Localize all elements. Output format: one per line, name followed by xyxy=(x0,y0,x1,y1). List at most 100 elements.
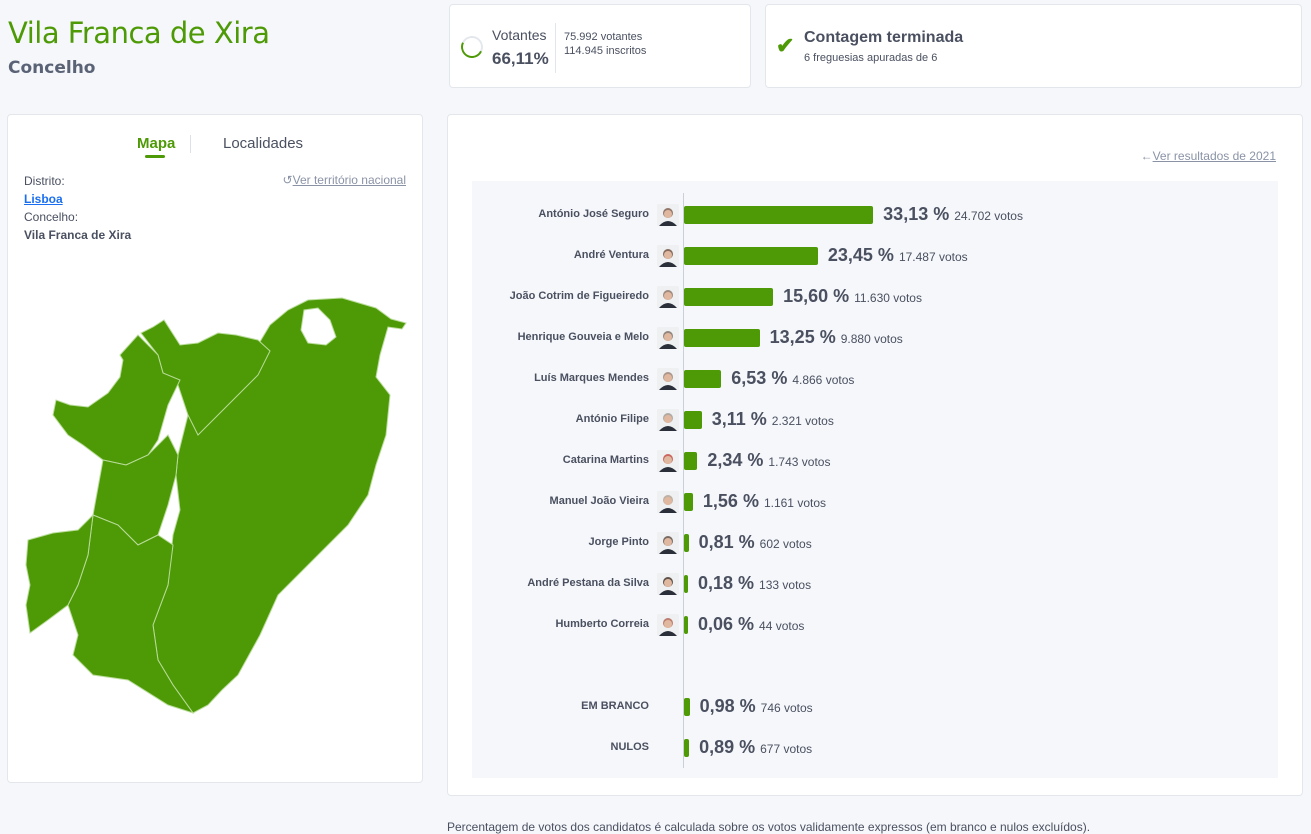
result-value: 33,13 % 24.702 votos xyxy=(883,204,1023,225)
page-subtitle: Concelho xyxy=(8,58,96,78)
registered-count: 114.945 inscritos xyxy=(564,45,647,57)
result-percent: 0,98 % xyxy=(699,696,756,716)
map-parish[interactable] xyxy=(25,513,94,634)
result-bar xyxy=(684,411,702,429)
candidate-name: Manuel João Vieira xyxy=(549,495,649,507)
candidate-name: Luís Marques Mendes xyxy=(534,372,649,384)
previous-results-link[interactable]: ←Ver resultados de 2021 xyxy=(1141,149,1276,163)
result-percent: 33,13 % xyxy=(883,204,950,224)
result-votes: 1.161 votos xyxy=(763,496,826,510)
result-value: 13,25 % 9.880 votos xyxy=(770,327,903,348)
result-value: 0,18 % 133 votos xyxy=(698,573,811,594)
result-percent: 0,81 % xyxy=(698,532,755,552)
candidate-name: Catarina Martins xyxy=(562,454,649,466)
national-territory-link[interactable]: ↺Ver território nacional xyxy=(283,173,406,187)
result-percent: 3,11 % xyxy=(711,409,767,429)
result-votes: 2.321 votos xyxy=(771,414,834,428)
candidate-name: António Filipe xyxy=(575,413,649,425)
result-votes: 9.880 votos xyxy=(840,332,903,346)
district-link[interactable]: Lisboa xyxy=(24,192,63,206)
tab-active-indicator xyxy=(145,155,165,158)
undo-icon: ↺ xyxy=(282,173,293,187)
map-parish[interactable] xyxy=(52,334,181,466)
result-percent: 23,45 % xyxy=(827,245,894,265)
result-bar xyxy=(684,370,722,388)
result-bar xyxy=(684,329,760,347)
result-percent: 13,25 % xyxy=(769,327,836,347)
candidate-photo xyxy=(657,614,679,636)
voters-count: 75.992 votantes xyxy=(564,31,643,43)
result-bar xyxy=(684,247,818,265)
result-value: 15,60 % 11.630 votos xyxy=(783,286,922,307)
page-title: Vila Franca de Xira xyxy=(8,16,270,50)
candidate-name: João Cotrim de Figueiredo xyxy=(509,290,649,302)
count-status-card: ✔ Contagem terminada 6 freguesias apurad… xyxy=(765,4,1302,88)
result-bar xyxy=(684,575,688,593)
candidate-photo xyxy=(657,327,679,349)
result-bar xyxy=(684,698,690,716)
result-bar xyxy=(684,452,698,470)
result-value: 0,89 % 677 votos xyxy=(699,737,812,758)
candidate-name: NULOS xyxy=(610,741,650,753)
candidate-name: Humberto Correia xyxy=(555,618,649,630)
candidate-photo xyxy=(657,368,679,390)
result-votes: 4.866 votos xyxy=(792,373,855,387)
result-votes: 44 votos xyxy=(759,619,805,633)
result-bar xyxy=(684,288,774,306)
national-territory-link-text[interactable]: Ver território nacional xyxy=(292,173,406,187)
footnote: Percentagem de votos dos candidatos é ca… xyxy=(447,820,1091,834)
chart-axis-line xyxy=(683,193,684,768)
turnout-card: Votantes 66,11% 75.992 votantes 114.945 … xyxy=(449,4,751,88)
municipality-name: Vila Franca de Xira xyxy=(24,228,132,242)
results-chart: António José Seguro 33,13 % 24.702 votos An… xyxy=(472,181,1278,778)
candidate-photo xyxy=(657,245,679,267)
tab-localidades[interactable]: Localidades xyxy=(223,135,304,152)
candidate-photo xyxy=(657,450,679,472)
result-votes: 746 votos xyxy=(760,701,813,715)
result-value: 0,98 % 746 votos xyxy=(700,696,813,717)
municipality-map[interactable] xyxy=(8,115,424,784)
tab-divider xyxy=(190,135,191,153)
result-bar xyxy=(684,493,693,511)
result-percent: 6,53 % xyxy=(731,368,788,388)
result-value: 0,81 % 602 votos xyxy=(699,532,812,553)
result-value: 23,45 % 17.487 votos xyxy=(828,245,968,266)
municipality-label: Concelho: xyxy=(24,210,79,224)
result-votes: 1.743 votos xyxy=(768,455,831,469)
result-votes: 133 votos xyxy=(759,578,812,592)
candidate-photo xyxy=(657,573,679,595)
candidate-name: Jorge Pinto xyxy=(588,536,649,548)
result-percent: 0,18 % xyxy=(698,573,755,593)
result-percent: 0,06 % xyxy=(698,614,755,634)
result-votes: 24.702 votos xyxy=(954,209,1023,223)
arrow-left-icon: ← xyxy=(1140,149,1153,163)
candidate-photo xyxy=(657,204,679,226)
candidate-name: Henrique Gouveia e Melo xyxy=(517,331,649,343)
result-votes: 11.630 votos xyxy=(854,291,922,305)
result-votes: 17.487 votos xyxy=(898,250,968,264)
result-percent: 0,89 % xyxy=(699,737,756,757)
tab-mapa[interactable]: Mapa xyxy=(137,135,176,152)
candidate-photo xyxy=(657,409,679,431)
turnout-percent: 66,11% xyxy=(492,49,549,68)
result-bar xyxy=(684,206,874,224)
result-votes: 677 votos xyxy=(760,742,813,756)
turnout-progress-icon xyxy=(457,32,487,62)
result-bar xyxy=(684,739,690,757)
result-percent: 1,56 % xyxy=(702,491,759,511)
previous-results-link-text[interactable]: Ver resultados de 2021 xyxy=(1152,149,1276,163)
result-percent: 2,34 % xyxy=(707,450,764,470)
candidate-name: André Ventura xyxy=(573,249,649,261)
count-status-title: Contagem terminada xyxy=(804,29,964,46)
candidate-photo xyxy=(657,286,679,308)
result-value: 1,56 % 1.161 votos xyxy=(703,491,826,512)
check-icon: ✔ xyxy=(776,33,795,58)
result-bar xyxy=(684,616,688,634)
candidate-photo xyxy=(657,491,679,513)
result-value: 2,34 % 1.743 votos xyxy=(707,450,830,471)
result-bar xyxy=(684,534,689,552)
candidate-photo xyxy=(657,532,679,554)
result-value: 3,11 % 2.321 votos xyxy=(712,409,834,430)
candidate-name: EM BRANCO xyxy=(581,700,649,712)
count-status-detail: 6 freguesias apuradas de 6 xyxy=(804,52,938,64)
